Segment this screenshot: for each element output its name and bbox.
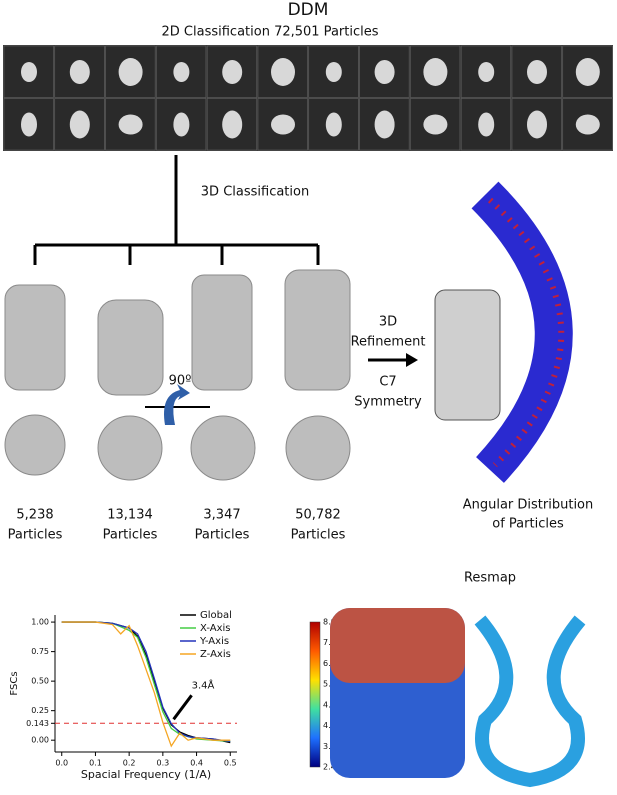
y-tick-label: 0.00 [31, 736, 49, 745]
legend-label: X-Axis [200, 623, 231, 634]
class-blob [575, 114, 600, 135]
y-tick-label: 0.50 [31, 677, 49, 686]
annotation: 3.4Å [192, 678, 215, 691]
map-top [97, 415, 163, 481]
count: 3,347 [203, 508, 240, 523]
class-blob [118, 114, 143, 135]
x-tick-label: 0.2 [123, 759, 136, 768]
class-blob [325, 62, 342, 82]
colorbar-label: 6.4 [323, 659, 336, 668]
class-blob [173, 112, 190, 137]
count: 13,134 [107, 508, 153, 523]
count-unit: Particles [103, 528, 158, 543]
angular-label: Angular Distribution [463, 498, 594, 513]
x-tick-label: 0.4 [190, 759, 203, 768]
colorbar: 8.0 7.2 6.4 5.6 4.8 4.0 3.2 2.4 [309, 618, 336, 772]
count-unit: Particles [8, 528, 63, 543]
legend-label: Y-Axis [199, 636, 229, 647]
x-tick-label: 0.0 [55, 759, 68, 768]
resmap-slice [474, 615, 586, 788]
class-blob [271, 58, 295, 86]
refine-label: C7 [379, 375, 396, 390]
class-blob [527, 60, 547, 84]
class-blob [527, 110, 547, 139]
class-blob [69, 110, 90, 139]
class-blob [222, 60, 243, 84]
resmap-title: Resmap [464, 571, 516, 586]
fsc-chart: 0.00 0.143 0.25 0.50 0.75 1.00 0.0 0.1 0.2 0.3 0.4… [9, 610, 237, 781]
class-blob [21, 112, 37, 137]
refine-label: Refinement [351, 335, 426, 350]
legend-label: Z-Axis [200, 649, 231, 660]
class-blob [423, 58, 448, 86]
class-blob [21, 62, 37, 82]
class-blob [325, 112, 342, 137]
class-blob [374, 110, 395, 139]
colorbar-label: 8.0 [323, 618, 336, 627]
colorbar-label: 2.4 [323, 763, 336, 772]
refine-label: 3D [379, 315, 397, 330]
y-tick-label: 1.00 [31, 618, 49, 627]
section-label: 3D Classification [201, 185, 309, 200]
arrowhead [406, 353, 418, 367]
refined-map [434, 289, 501, 421]
colorbar-rect [309, 621, 321, 768]
x-label: Spacial Frequency (1/A) [81, 768, 211, 781]
class-blob [374, 60, 395, 84]
colorbar-label: 7.2 [323, 638, 336, 647]
y-tick-label: 0.25 [31, 706, 49, 715]
x-tick-label: 0.5 [224, 759, 237, 768]
map-side [4, 284, 66, 391]
rotation-arrow [164, 384, 190, 425]
resmap-top [330, 608, 465, 683]
y-tick-label: 0.143 [26, 719, 49, 728]
class-averages [3, 45, 613, 151]
maps [4, 269, 501, 481]
angular-arc [471, 181, 573, 483]
colorbar-label: 4.0 [323, 721, 336, 730]
subtitle: 2D Classification 72,501 Particles [162, 25, 379, 40]
y-label: FSCs [9, 671, 20, 695]
class-blob [423, 114, 448, 135]
colorbar-label: 5.6 [323, 680, 336, 689]
y-tick-label: 0.75 [31, 647, 49, 656]
legend-label: Global [200, 610, 232, 621]
map-top [190, 415, 256, 481]
refine-label: Symmetry [354, 395, 422, 410]
rotation-label: 90º [169, 374, 192, 389]
count: 5,238 [16, 508, 53, 523]
tree [33, 155, 320, 265]
x-tick-label: 0.1 [89, 759, 102, 768]
map-top [4, 414, 66, 476]
map-side [284, 269, 351, 391]
series-line [61, 621, 231, 748]
angular-label: of Particles [492, 517, 564, 532]
class-panel [3, 45, 613, 151]
count-unit: Particles [291, 528, 346, 543]
count: 50,782 [295, 508, 341, 523]
x-tick-label: 0.3 [156, 759, 169, 768]
class-blob [271, 114, 295, 135]
class-blob [173, 62, 190, 82]
counts: 5,238 Particles 13,134 Particles 3,347 Partic… [8, 508, 346, 543]
class-blob [222, 110, 243, 139]
title: DDM [288, 0, 329, 20]
angular-arc-red [487, 197, 565, 468]
map-side [97, 299, 164, 396]
class-blob [118, 58, 143, 86]
class-blob [575, 58, 600, 86]
annotation-arrow [172, 694, 193, 721]
class-blob [478, 62, 495, 82]
colorbar-label: 3.2 [323, 742, 336, 751]
class-blob [478, 112, 495, 137]
colorbar-label: 4.8 [323, 700, 336, 709]
count-unit: Particles [195, 528, 250, 543]
map-top [285, 415, 351, 481]
map-side [191, 274, 253, 391]
class-blob [69, 60, 90, 84]
